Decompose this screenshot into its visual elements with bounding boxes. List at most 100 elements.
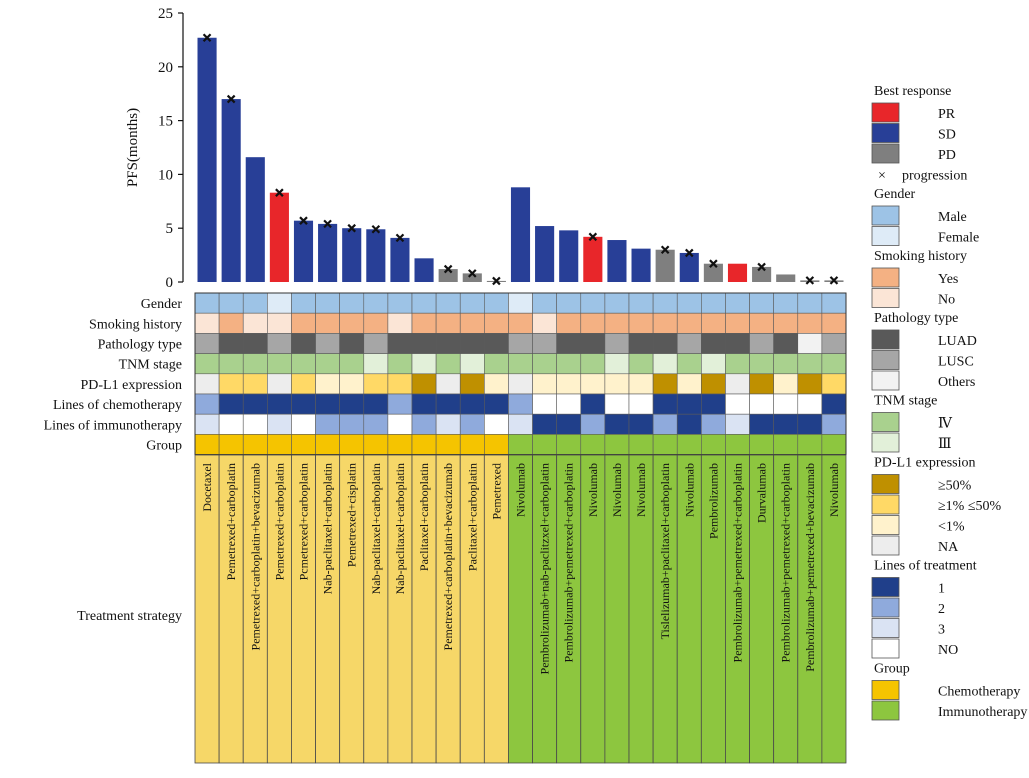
heatmap-cell — [821, 393, 847, 415]
row-label: Gender — [141, 297, 183, 312]
strategy-label: Pembrolizumab+nab-paclitzxel+carboplatin — [538, 463, 552, 674]
progression-mark — [588, 232, 598, 242]
heatmap-cell — [701, 373, 726, 395]
heatmap-cell — [580, 434, 606, 455]
heatmap-cell — [411, 393, 437, 415]
legend-swatch — [871, 494, 900, 515]
heatmap-cell — [339, 353, 365, 375]
progression-mark — [299, 216, 308, 225]
heatmap-cell — [532, 292, 557, 314]
strategy-cell — [483, 454, 509, 764]
strategy-cell — [459, 454, 485, 764]
legend-group-title: Lines of treatment — [874, 559, 977, 574]
bar — [366, 229, 386, 282]
heatmap-cell — [435, 333, 461, 354]
heatmap-cell — [580, 373, 606, 395]
heatmap-cell — [604, 353, 630, 375]
bar — [438, 269, 458, 282]
heatmap-cell — [749, 434, 774, 455]
legend-swatch — [871, 680, 900, 700]
progression-stroke — [588, 232, 598, 242]
progression-mark — [202, 33, 212, 43]
heatmap-cell — [267, 333, 292, 354]
heatmap-cell — [363, 434, 389, 455]
bar — [776, 274, 796, 282]
progression-stroke — [805, 276, 815, 285]
legend-label: NA — [938, 540, 959, 555]
heatmap-cell — [363, 393, 389, 415]
heatmap-cell — [242, 312, 268, 334]
progression-mark — [371, 224, 381, 234]
strategy-cell — [242, 454, 268, 764]
heatmap-cell — [194, 413, 220, 435]
heatmap-cell — [532, 312, 557, 334]
strategy-label: Pemetrexed+carboplatin — [224, 463, 238, 580]
legend-label: PD — [938, 148, 956, 163]
progression-stroke — [684, 248, 694, 258]
bar — [727, 263, 748, 282]
legend-swatch — [871, 288, 900, 308]
heatmap-cell — [604, 312, 630, 334]
heatmap-cell — [701, 333, 726, 354]
y-tick-label: 25 — [158, 6, 173, 22]
heatmap-cell — [339, 393, 365, 415]
heatmap-cell — [556, 413, 582, 435]
heatmap-cell — [508, 312, 533, 334]
bar — [318, 223, 338, 282]
heatmap-cell — [580, 333, 606, 354]
heatmap-cell — [411, 353, 437, 375]
heatmap-cell — [628, 312, 654, 334]
heatmap-cell — [508, 353, 533, 375]
heatmap-cell — [387, 312, 413, 334]
legend-swatch — [871, 123, 900, 143]
bars — [197, 33, 844, 286]
strategy-cell — [725, 454, 750, 764]
heatmap-cell — [435, 373, 461, 395]
heatmap-cell — [459, 353, 485, 375]
legend-label: 1 — [938, 582, 945, 597]
strategy-label: Tislelizumab+paclitaxel+carboplatin — [658, 463, 672, 639]
heatmap-cell — [267, 413, 292, 435]
strategy-row-label: Treatment strategy — [77, 609, 182, 624]
strategy-cell — [363, 454, 389, 764]
progression-mark — [323, 219, 332, 229]
strategy-label: Paclitaxel+carboplatin — [465, 463, 479, 571]
legend-swatch — [871, 474, 900, 494]
heatmap-cell — [194, 393, 220, 415]
legend-swatch — [871, 143, 900, 164]
legend-swatch — [871, 205, 900, 226]
heatmap-cell — [315, 434, 340, 455]
heatmap-cell — [508, 434, 533, 455]
heatmap-cell — [628, 333, 654, 354]
heatmap-cell — [339, 373, 365, 395]
legend-group-title: Smoking history — [874, 249, 967, 264]
legend-swatch — [871, 597, 900, 618]
heatmap-cell — [484, 393, 509, 415]
progression-mark — [347, 223, 357, 233]
strategy-cell — [194, 454, 220, 764]
heatmap-cell — [773, 413, 799, 435]
heatmap-cell — [411, 333, 437, 354]
heatmap-cell — [773, 333, 799, 354]
heatmap-cell — [821, 312, 847, 334]
heatmap-cell — [411, 434, 437, 455]
strategy-label: Nab-paclitaxel+carboplatin — [393, 463, 407, 594]
progression-stroke — [829, 276, 839, 285]
heatmap-cell — [821, 353, 847, 375]
heatmap-cell — [363, 312, 389, 334]
heatmap-cell — [435, 413, 461, 435]
heatmap-cell — [676, 292, 702, 314]
heatmap-cell — [267, 373, 292, 395]
row-label: TNM stage — [119, 358, 182, 373]
legend-label: Ⅳ — [938, 417, 953, 432]
heatmap-cell — [701, 434, 726, 455]
bar — [655, 249, 675, 282]
heatmap-cell — [604, 413, 630, 435]
heatmap-cell — [701, 413, 726, 435]
progression-stroke — [709, 259, 718, 268]
heatmap-cell — [411, 373, 437, 395]
progression-stroke — [395, 233, 405, 243]
heatmap-cell — [604, 373, 630, 395]
heatmap-cell — [411, 312, 437, 334]
